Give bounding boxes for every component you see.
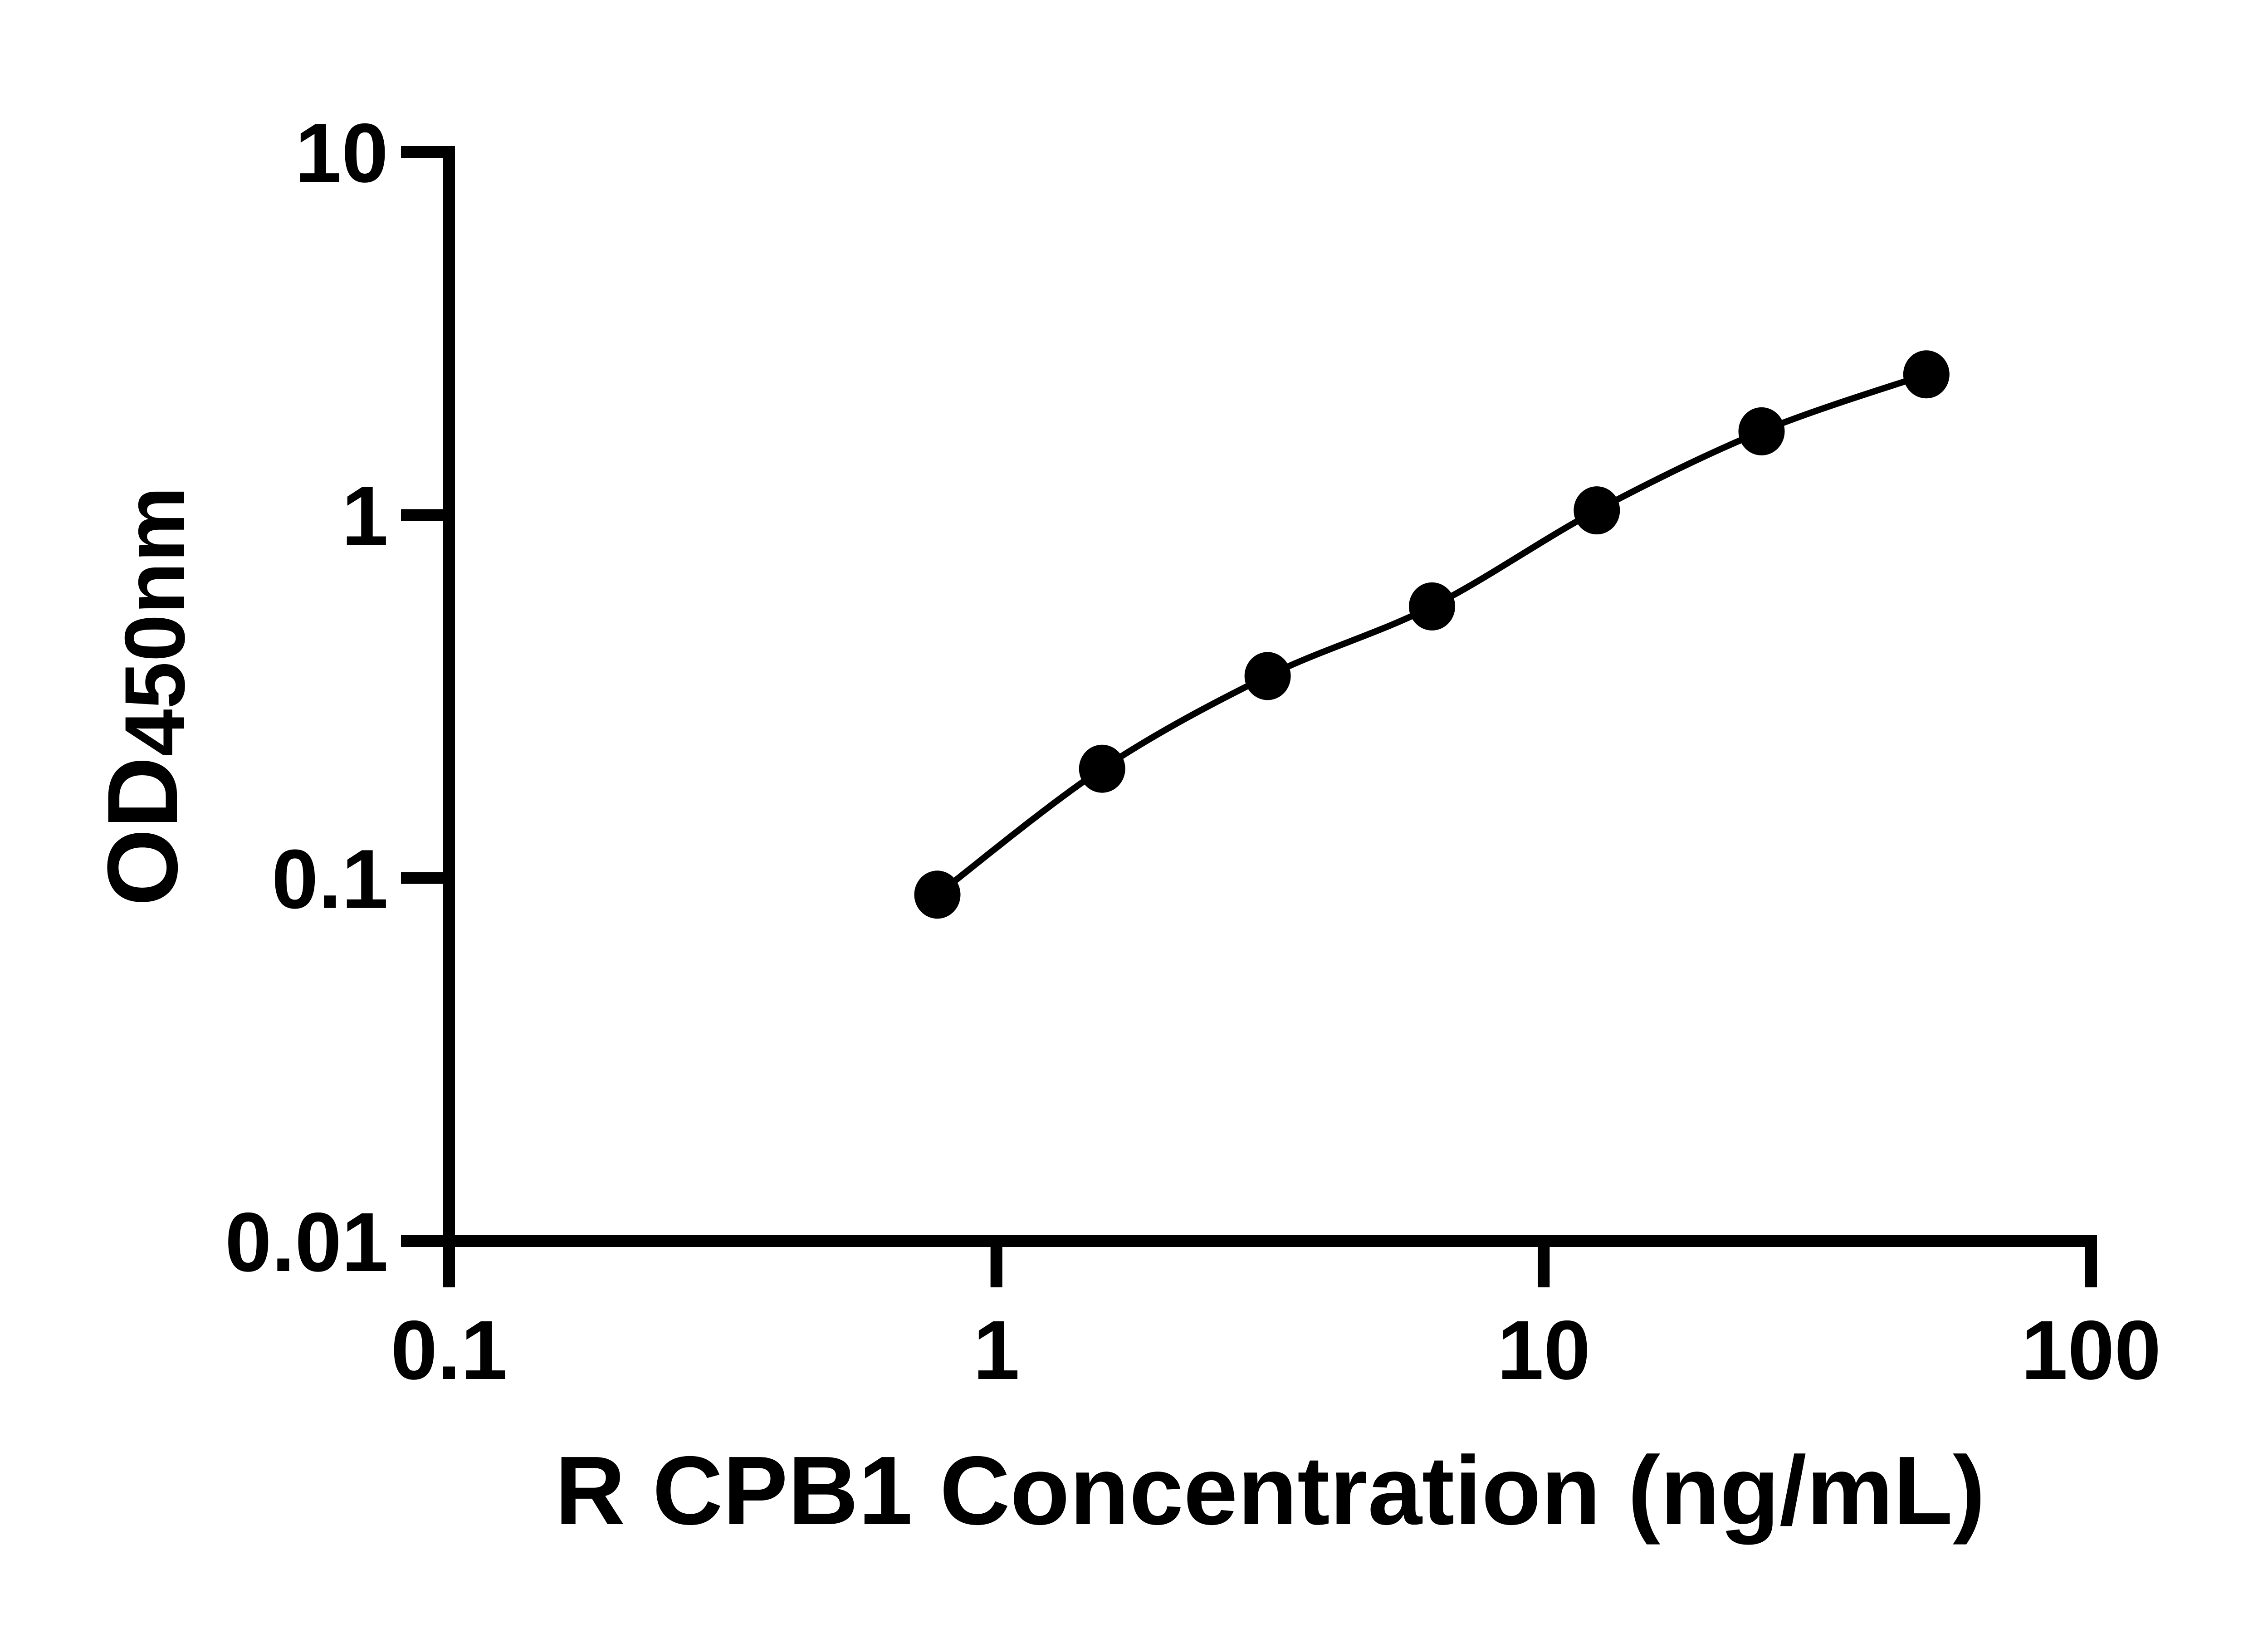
data-point-marker: [914, 870, 961, 919]
axes-group: [401, 146, 2097, 1287]
x-tick-label: 0.1: [391, 1304, 507, 1397]
y-tick-label: 10: [295, 107, 388, 200]
x-tick-label: 10: [1497, 1304, 1590, 1397]
data-point-marker: [1079, 744, 1125, 793]
x-tick-label: 1: [973, 1304, 1020, 1397]
y-axis-title-main: OD: [87, 757, 198, 906]
y-tick-label: 0.1: [272, 833, 388, 926]
y-axis-title-subscript: 450nm: [107, 486, 202, 757]
y-tick-label: 1: [342, 469, 388, 563]
data-point-marker: [1409, 582, 1455, 631]
x-axis-title: R CPB1 Concentration (ng/mL): [555, 1436, 1985, 1545]
y-tick-label: 0.01: [225, 1196, 388, 1289]
data-point-marker: [1244, 652, 1291, 700]
standard-curve-line: [934, 371, 1930, 898]
y-axis-title: OD450nm: [87, 486, 202, 906]
data-points-group: [914, 350, 1950, 919]
data-point-marker: [1738, 407, 1785, 455]
data-point-marker: [1574, 486, 1620, 535]
x-tick-label: 100: [2021, 1304, 2161, 1397]
data-point-marker: [1903, 350, 1950, 399]
